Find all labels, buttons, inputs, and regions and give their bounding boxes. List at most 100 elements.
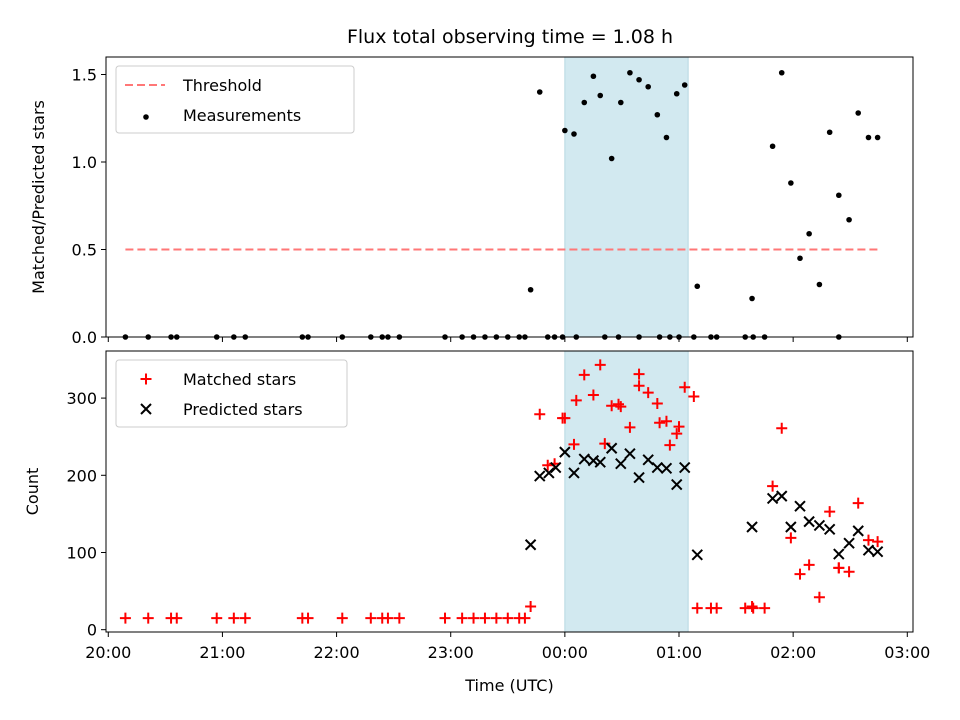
measurement-point (865, 134, 872, 141)
x-tick-label: 00:00 (542, 643, 588, 662)
matched-star-point (803, 559, 815, 571)
matched-star-point (688, 391, 700, 403)
matched-star-point (594, 359, 606, 371)
matched-star-point (843, 566, 855, 578)
matched-star-point (302, 612, 314, 624)
predicted-star-point (794, 500, 806, 512)
matched-star-point (382, 612, 394, 624)
matched-star-point (519, 612, 531, 624)
measurement-point (663, 134, 670, 141)
y-axis-label: Count (23, 468, 42, 516)
measurement-point (874, 134, 881, 141)
predicted-star-point (871, 546, 884, 558)
matched-star-point (767, 480, 779, 492)
matched-star-point (568, 438, 580, 450)
matched-star-point (664, 439, 676, 451)
matched-star-point (872, 536, 884, 548)
predicted-star-point (651, 461, 664, 474)
matched-star-point (852, 497, 864, 509)
predicted-star-point (594, 456, 606, 468)
predicted-star-point (803, 515, 815, 528)
x-tick-label: 03:00 (884, 643, 930, 662)
matched-star-point (776, 422, 788, 434)
bottom-panel: 0 100 200 300 20:00 21:00 22:00 23:00 00:00 01:00… (23, 350, 930, 695)
matched-star-point (862, 534, 874, 546)
predicted-star-point (776, 490, 788, 502)
matched-star-point (365, 612, 377, 624)
measurement-point (778, 69, 785, 76)
matched-star-point (542, 459, 554, 471)
x-tick-label: 22:00 (314, 643, 360, 662)
x-tick-label: 20:00 (85, 643, 131, 662)
measurement-point (608, 155, 615, 162)
legend-label: Threshold (182, 76, 262, 95)
matched-star-point (525, 601, 537, 613)
x-tick-label: 21:00 (199, 643, 245, 662)
matched-star-point (759, 602, 771, 614)
measurement-point (846, 216, 852, 223)
predicted-star-point (642, 454, 654, 466)
predicted-star-point (843, 537, 855, 549)
legend-label: Matched stars (183, 370, 296, 389)
measurement-point (536, 89, 543, 95)
legend-measurement-swatch (143, 114, 149, 120)
y-tick-label: 300 (66, 389, 97, 408)
x-tick-label: 02:00 (770, 643, 816, 662)
predicted-star-point (660, 462, 673, 475)
matched-star-point (785, 532, 797, 544)
y-tick-label: 100 (66, 543, 97, 562)
matched-star-point (490, 612, 502, 624)
legend-matched-swatch (140, 373, 152, 385)
predicted-star-point (605, 442, 618, 454)
predicted-star-point (534, 470, 546, 482)
matched-star-point (211, 612, 223, 624)
y-tick-label: 0 (87, 621, 97, 640)
measurement-point (636, 76, 642, 83)
predicted-star-point (691, 549, 703, 561)
predicted-star-point (852, 525, 864, 537)
matched-star-point (673, 421, 685, 433)
matched-star-point (711, 602, 723, 614)
matched-star-point (468, 612, 480, 624)
matched-star-point (624, 421, 636, 433)
measurement-point (645, 83, 651, 90)
matched-star-point (119, 612, 131, 624)
matched-star-point (679, 381, 691, 393)
matched-star-point (456, 612, 468, 624)
matched-star-point (570, 394, 582, 406)
predicted-star-point (633, 471, 645, 484)
predicted-star-point (679, 461, 691, 474)
legend-label: Measurements (183, 106, 301, 125)
predicted-star-point (813, 519, 826, 532)
measurement-point (816, 281, 823, 288)
measurement-point (855, 110, 862, 116)
x-tick-label: 23:00 (428, 643, 474, 662)
y-tick-label: 1.0 (72, 153, 97, 172)
legend-predicted-swatch (140, 403, 152, 415)
measurement-point (681, 82, 688, 88)
matched-star-point (599, 438, 611, 450)
matched-star-point (142, 612, 154, 624)
y-tick-label: 1.5 (72, 66, 97, 85)
axes-frame (105, 350, 914, 633)
legend-box (115, 359, 348, 428)
predicted-star-point (578, 453, 590, 465)
matched-star-point (393, 612, 405, 624)
predicted-star-point (550, 461, 562, 474)
predicted-star-point (671, 478, 683, 491)
matched-star-point (794, 568, 806, 580)
x-tick-label: 01:00 (656, 643, 702, 662)
matched-star-point (578, 369, 590, 381)
measurement-point (617, 99, 624, 106)
matched-star-point (228, 612, 240, 624)
matched-star-point (559, 412, 571, 424)
matched-star-point (479, 612, 491, 624)
measurement-point (836, 192, 842, 199)
predicted-star-point (766, 492, 779, 505)
matched-star-point (615, 401, 627, 413)
matched-star-point (660, 415, 672, 427)
predicted-star-point (559, 446, 571, 458)
measurement-point (527, 286, 534, 293)
y-tick-label: 0.5 (72, 241, 97, 260)
